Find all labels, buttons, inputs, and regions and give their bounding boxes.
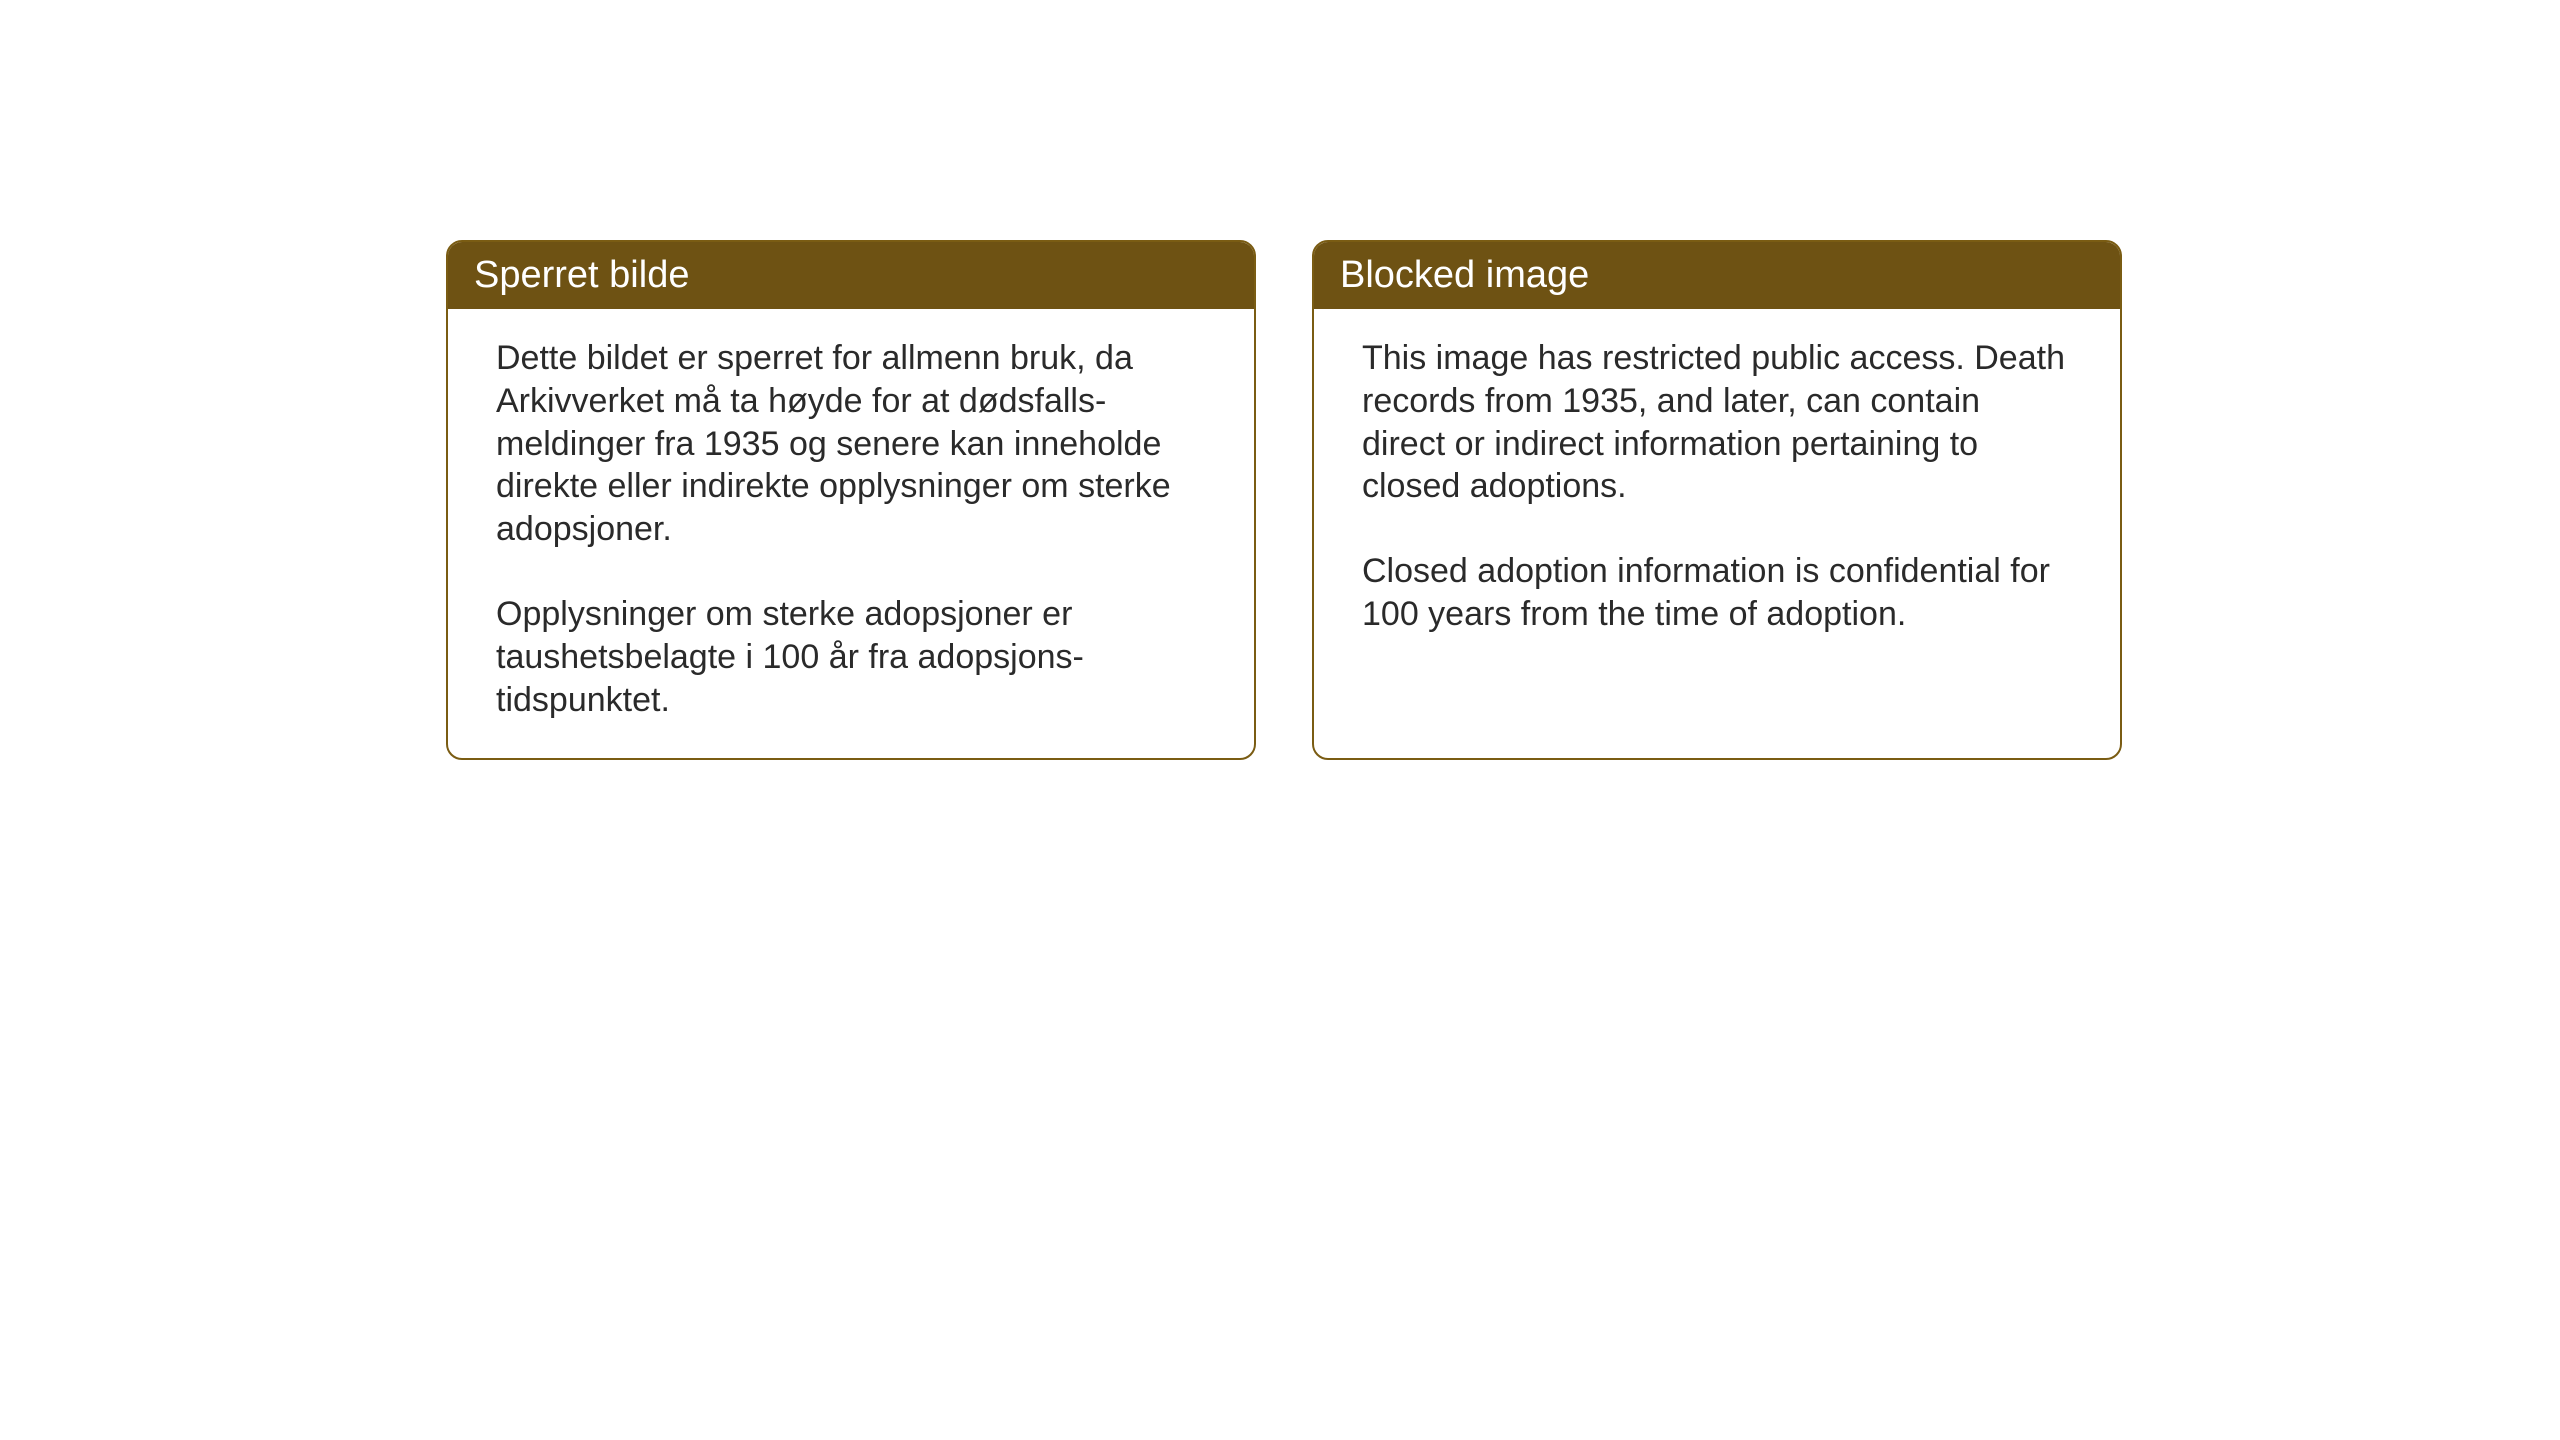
norwegian-notice-card: Sperret bilde Dette bildet er sperret fo… (446, 240, 1256, 760)
english-card-body: This image has restricted public access.… (1314, 309, 2120, 749)
english-paragraph-1: This image has restricted public access.… (1362, 337, 2072, 508)
english-paragraph-2: Closed adoption information is confident… (1362, 550, 2072, 636)
english-card-title: Blocked image (1314, 242, 2120, 309)
notice-container: Sperret bilde Dette bildet er sperret fo… (446, 240, 2560, 760)
norwegian-paragraph-2: Opplysninger om sterke adopsjoner er tau… (496, 593, 1206, 721)
norwegian-card-body: Dette bildet er sperret for allmenn bruk… (448, 309, 1254, 758)
english-notice-card: Blocked image This image has restricted … (1312, 240, 2122, 760)
norwegian-paragraph-1: Dette bildet er sperret for allmenn bruk… (496, 337, 1206, 551)
norwegian-card-title: Sperret bilde (448, 242, 1254, 309)
